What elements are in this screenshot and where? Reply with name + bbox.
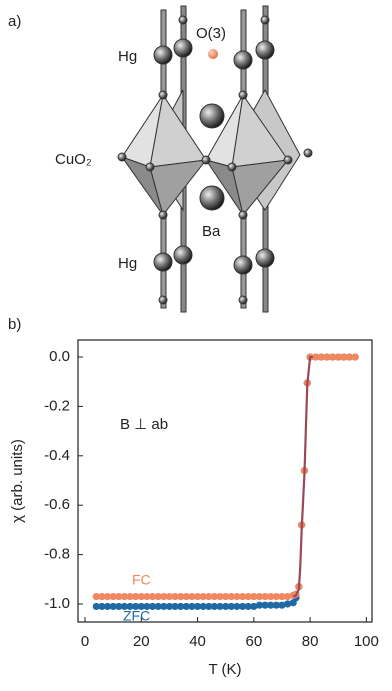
atom-label: Hg <box>118 255 137 272</box>
y-tick-label: -0.2 <box>44 397 70 414</box>
y-tick-label: -0.4 <box>44 447 70 464</box>
panel-label: b) <box>8 316 21 333</box>
y-axis-label: χ (arb. units) <box>9 439 26 523</box>
atom-label: O(3) <box>196 25 226 42</box>
x-tick-label: 100 <box>354 633 379 650</box>
o3-atom <box>208 49 218 59</box>
x-axis-label: T (K) <box>208 661 241 678</box>
y-tick-label: -0.6 <box>44 496 70 513</box>
atom-label: Hg <box>118 48 137 65</box>
y-tick-label: 0.0 <box>49 348 70 365</box>
fit-line <box>293 357 313 597</box>
legend-label: ZFC <box>123 608 150 624</box>
panel-label: a) <box>8 13 21 30</box>
x-tick-label: 60 <box>245 633 262 650</box>
atom-label: CuO₂ <box>55 151 92 168</box>
data-point <box>352 353 359 360</box>
plot-area: 0.0 -0.2 -0.4 -0.6 -0.8 -1.0 0 20 40 60 80 100 <box>44 348 379 650</box>
annotation: B ⊥ ab <box>120 416 168 433</box>
atom-label: Ba <box>202 223 221 240</box>
legend-label: FC <box>132 572 151 588</box>
figure: a) Hg O(3) CuO₂ Ba Hg b) T (K) χ (arb. u… <box>0 0 392 686</box>
plot-frame <box>78 340 372 622</box>
y-tick-label: -1.0 <box>44 595 70 612</box>
x-tick-label: 20 <box>133 633 150 650</box>
x-tick-label: 80 <box>302 633 319 650</box>
x-tick-label: 40 <box>189 633 206 650</box>
y-tick-label: -0.8 <box>44 546 70 563</box>
crystal-structure <box>118 6 312 312</box>
x-tick-label: 0 <box>81 633 89 650</box>
